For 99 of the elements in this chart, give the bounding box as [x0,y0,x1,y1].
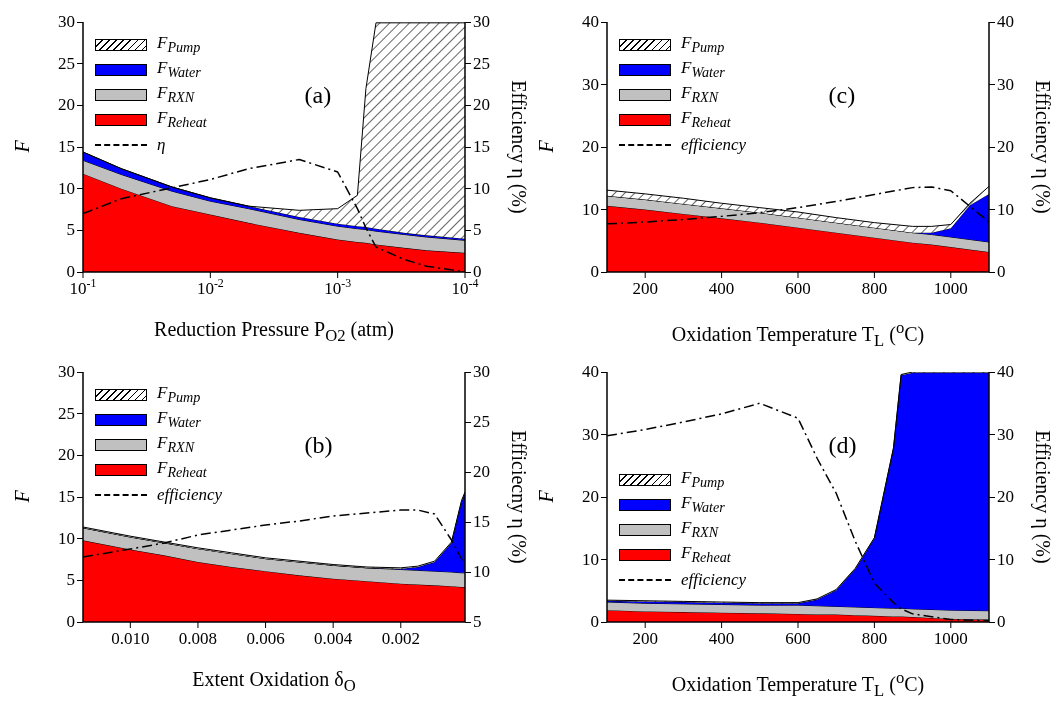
y-tick-label: 0 [66,612,75,632]
y-tick-label: 10 [58,528,75,549]
x-axis-title: Reduction Pressure P$_{O2}$ (atm) [153,318,395,346]
y2-tick-label: 30 [473,362,490,382]
x-axis-title: Extent Oxidation δ$_{O}$ [191,668,357,696]
x-tick-label: 10$^{-3}$ [324,276,352,298]
y2-tick-label: 20 [997,137,1014,157]
y-tick-label: 5 [66,570,75,591]
x-tick-label: 0.004 [314,629,353,648]
legend-label: F$_{Water}$ [681,57,725,82]
y2-axis-title: Efficiecny η (%) [507,429,530,566]
legend-label: η [157,134,166,155]
y2-tick-label: 25 [473,53,490,74]
y-tick-label: 20 [58,95,75,116]
y-tick-label: 0 [590,612,599,632]
x-tick-label: 400 [708,279,735,298]
x-tick-label: 600 [785,629,811,648]
legend-label: F$_{Water}$ [157,407,201,432]
legend-label: efficiency [157,484,223,505]
legend-label: F$_{RXN}$ [681,82,719,107]
y-tick-label: 30 [582,74,599,95]
x-tick-label: 400 [708,629,735,648]
legend-label: efficiency [681,134,747,155]
y-axis-title: F [534,139,558,155]
legend-label: F$_{Water}$ [681,492,725,517]
y2-tick-label: 25 [473,412,490,432]
legend-label: F$_{Pump}$ [681,32,725,57]
y2-tick-label: 15 [473,137,490,157]
y-axis-title: F [10,489,34,505]
x-tick-label: 600 [785,279,811,298]
x-tick-label: 1000 [933,629,968,648]
y2-tick-label: 10 [473,178,490,199]
y2-tick-label: 0 [997,262,1006,282]
y-tick-label: 40 [582,362,599,382]
y2-tick-label: 10 [473,562,490,582]
legend-label: F$_{Reheat}$ [681,542,731,567]
x-tick-label: 200 [632,279,658,298]
y2-axis-title: Efficiency η (%) [507,79,530,216]
y-tick-label: 40 [582,12,599,32]
x-tick-label: 800 [861,629,888,648]
y2-tick-label: 20 [997,487,1014,507]
x-tick-label: 10$^{-2}$ [196,276,224,298]
legend-label: F$_{Pump}$ [157,382,201,407]
legend-label: F$_{RXN}$ [157,432,195,457]
y2-tick-label: 15 [473,512,490,532]
legend-label: F$_{Water}$ [157,57,201,82]
y2-tick-label: 20 [473,462,490,482]
legend-label: F$_{Reheat}$ [681,107,731,132]
x-tick-label: 0.008 [178,629,218,648]
y-tick-label: 10 [58,178,75,199]
annotation: (c) [828,82,856,109]
y-tick-label: 30 [582,424,599,445]
y-tick-label: 30 [58,12,75,32]
legend-label: F$_{RXN}$ [157,82,195,107]
y-tick-label: 10 [582,199,599,220]
y-tick-label: 25 [58,53,75,74]
legend-label: F$_{Pump}$ [157,32,201,57]
x-axis-title: Oxidation Temperature T$_{L}$ ($^{o}$C) [670,668,926,701]
annotation: (a) [304,82,332,109]
y-tick-label: 30 [58,362,75,382]
x-tick-label: 800 [861,279,888,298]
x-tick-label: 0.010 [111,629,150,648]
y2-tick-label: 40 [997,12,1014,32]
y-tick-label: 20 [582,137,599,157]
x-tick-label: 0.006 [246,629,285,648]
x-tick-label: 0.002 [381,629,420,648]
y-axis-title: F [534,489,558,505]
y2-tick-label: 40 [997,362,1014,382]
y-tick-label: 20 [58,445,75,466]
y-tick-label: 20 [582,487,599,507]
y2-tick-label: 30 [997,424,1014,445]
y2-axis-title: Efficiency η (%) [1031,429,1054,566]
y-tick-label: 0 [590,262,599,282]
y2-tick-label: 30 [473,12,490,32]
annotation: (d) [828,432,857,459]
legend-label: F$_{Reheat}$ [157,107,207,132]
y2-tick-label: 10 [997,199,1014,220]
y2-tick-label: 10 [997,549,1014,570]
y-tick-label: 15 [58,487,75,507]
y2-tick-label: 30 [997,74,1014,95]
y2-tick-label: 5 [473,612,482,632]
y-tick-label: 15 [58,137,75,157]
x-tick-label: 200 [632,629,658,648]
annotation: (b) [304,432,333,459]
legend-label: efficiency [681,569,747,590]
y2-axis-title: Efficiency η (%) [1031,79,1054,216]
y2-tick-label: 5 [473,220,482,241]
y-axis-title: F [10,139,34,155]
legend-label: F$_{Pump}$ [681,467,725,492]
legend-label: F$_{Reheat}$ [157,457,207,482]
y2-tick-label: 20 [473,95,490,116]
y-tick-label: 5 [66,220,75,241]
legend-label: F$_{RXN}$ [681,517,719,542]
y-tick-label: 25 [58,403,75,424]
x-tick-label: 10$^{-4}$ [451,276,479,298]
y-tick-label: 10 [582,549,599,570]
x-tick-label: 1000 [933,279,968,298]
x-axis-title: Oxidation Temperature T$_{L}$ ($^{o}$C) [670,318,926,351]
y2-tick-label: 0 [997,612,1006,632]
